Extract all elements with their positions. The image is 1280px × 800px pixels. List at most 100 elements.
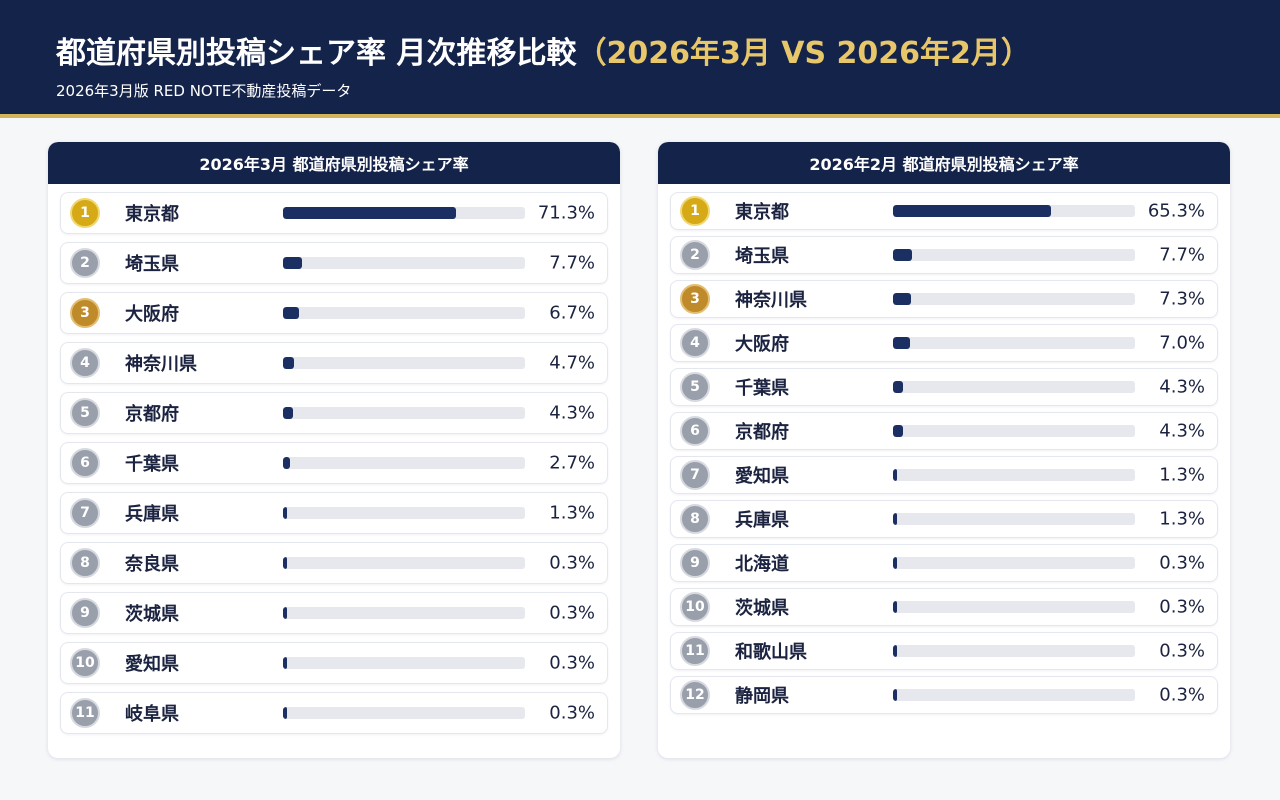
share-percent-label: 0.3% bbox=[549, 652, 595, 674]
march-share-panel: 2026年3月 都道府県別投稿シェア率 1 東京都 71.3% 2 埼玉県 7.7% 3 大阪… bbox=[48, 142, 620, 758]
share-bar bbox=[283, 307, 300, 319]
share-percent-label: 1.3% bbox=[549, 502, 595, 524]
ranking-row: 12 静岡県 0.3% bbox=[670, 676, 1218, 714]
share-bar-track bbox=[283, 707, 525, 719]
page-title-comparison: （2026年3月 VS 2026年2月） bbox=[576, 36, 1031, 71]
rank-badge: 6 bbox=[70, 448, 100, 478]
share-bar-track bbox=[893, 337, 1135, 349]
rank-badge: 5 bbox=[680, 372, 710, 402]
share-percent-label: 0.3% bbox=[549, 702, 595, 724]
share-bar bbox=[893, 513, 897, 525]
ranking-row: 3 神奈川県 7.3% bbox=[670, 280, 1218, 318]
share-bar-track bbox=[283, 407, 525, 419]
ranking-row: 7 愛知県 1.3% bbox=[670, 456, 1218, 494]
share-bar bbox=[283, 257, 302, 269]
prefecture-name: 大阪府 bbox=[125, 304, 179, 325]
rank-badge: 1 bbox=[680, 196, 710, 226]
prefecture-name: 茨城県 bbox=[125, 604, 179, 625]
ranking-row: 3 大阪府 6.7% bbox=[60, 292, 608, 334]
prefecture-name: 京都府 bbox=[125, 404, 179, 425]
share-bar-track bbox=[893, 249, 1135, 261]
ranking-row: 1 東京都 65.3% bbox=[670, 192, 1218, 230]
share-bar-track bbox=[893, 601, 1135, 613]
ranking-row: 6 千葉県 2.7% bbox=[60, 442, 608, 484]
ranking-row: 5 千葉県 4.3% bbox=[670, 368, 1218, 406]
share-percent-label: 65.3% bbox=[1147, 200, 1205, 222]
share-bar-track bbox=[893, 557, 1135, 569]
march-ranking-list: 1 東京都 71.3% 2 埼玉県 7.7% 3 大阪府 6.7% 4 神奈川県 4.7% 5 京都府 4.… bbox=[48, 184, 620, 734]
share-bar bbox=[893, 469, 897, 481]
share-percent-label: 7.7% bbox=[1159, 244, 1205, 266]
share-bar bbox=[283, 557, 287, 569]
page-header: 都道府県別投稿シェア率 月次推移比較（2026年3月 VS 2026年2月） 2… bbox=[0, 0, 1280, 118]
share-percent-label: 4.3% bbox=[549, 402, 595, 424]
rank-badge: 10 bbox=[680, 592, 710, 622]
ranking-row: 11 岐阜県 0.3% bbox=[60, 692, 608, 734]
share-bar-track bbox=[283, 257, 525, 269]
ranking-row: 7 兵庫県 1.3% bbox=[60, 492, 608, 534]
ranking-row: 4 大阪府 7.0% bbox=[670, 324, 1218, 362]
share-bar-track bbox=[283, 307, 525, 319]
share-bar bbox=[283, 507, 287, 519]
rank-badge: 7 bbox=[70, 498, 100, 528]
share-percent-label: 1.3% bbox=[1159, 464, 1205, 486]
share-bar bbox=[283, 357, 295, 369]
share-percent-label: 0.3% bbox=[1159, 552, 1205, 574]
share-bar-track bbox=[283, 557, 525, 569]
rank-badge: 8 bbox=[680, 504, 710, 534]
share-bar-track bbox=[283, 657, 525, 669]
prefecture-name: 東京都 bbox=[735, 202, 789, 223]
february-ranking-list: 1 東京都 65.3% 2 埼玉県 7.7% 3 神奈川県 7.3% 4 大阪府 7.0% 5 千葉県 4.… bbox=[658, 184, 1230, 714]
share-percent-label: 7.0% bbox=[1159, 332, 1205, 354]
rank-badge: 2 bbox=[680, 240, 710, 270]
rank-badge: 7 bbox=[680, 460, 710, 490]
ranking-row: 2 埼玉県 7.7% bbox=[670, 236, 1218, 274]
rank-badge: 3 bbox=[70, 298, 100, 328]
prefecture-name: 千葉県 bbox=[125, 454, 179, 475]
share-percent-label: 4.3% bbox=[1159, 376, 1205, 398]
prefecture-name: 兵庫県 bbox=[735, 510, 789, 531]
share-bar bbox=[283, 207, 456, 219]
rank-badge: 2 bbox=[70, 248, 100, 278]
share-bar-track bbox=[283, 457, 525, 469]
share-percent-label: 0.3% bbox=[1159, 640, 1205, 662]
page-title: 都道府県別投稿シェア率 月次推移比較（2026年3月 VS 2026年2月） bbox=[56, 28, 1031, 72]
prefecture-name: 埼玉県 bbox=[735, 246, 789, 267]
prefecture-name: 愛知県 bbox=[735, 466, 789, 487]
share-percent-label: 1.3% bbox=[1159, 508, 1205, 530]
share-percent-label: 4.7% bbox=[549, 352, 595, 374]
share-bar-track bbox=[893, 513, 1135, 525]
ranking-row: 10 茨城県 0.3% bbox=[670, 588, 1218, 626]
prefecture-name: 和歌山県 bbox=[735, 642, 807, 663]
rank-badge: 11 bbox=[70, 698, 100, 728]
rank-badge: 11 bbox=[680, 636, 710, 666]
prefecture-name: 北海道 bbox=[735, 554, 789, 575]
prefecture-name: 東京都 bbox=[125, 204, 179, 225]
share-bar-track bbox=[893, 469, 1135, 481]
rank-badge: 8 bbox=[70, 548, 100, 578]
ranking-row: 8 兵庫県 1.3% bbox=[670, 500, 1218, 538]
ranking-row: 10 愛知県 0.3% bbox=[60, 642, 608, 684]
rank-badge: 4 bbox=[70, 348, 100, 378]
share-bar bbox=[893, 689, 897, 701]
ranking-row: 1 東京都 71.3% bbox=[60, 192, 608, 234]
share-bar bbox=[893, 205, 1051, 217]
march-panel-title: 2026年3月 都道府県別投稿シェア率 bbox=[48, 142, 620, 184]
share-percent-label: 4.3% bbox=[1159, 420, 1205, 442]
ranking-row: 2 埼玉県 7.7% bbox=[60, 242, 608, 284]
ranking-row: 5 京都府 4.3% bbox=[60, 392, 608, 434]
share-bar bbox=[893, 601, 897, 613]
share-bar-track bbox=[283, 507, 525, 519]
prefecture-name: 愛知県 bbox=[125, 654, 179, 675]
rank-badge: 9 bbox=[680, 548, 710, 578]
share-bar bbox=[893, 381, 904, 393]
prefecture-name: 大阪府 bbox=[735, 334, 789, 355]
rank-badge: 3 bbox=[680, 284, 710, 314]
share-percent-label: 71.3% bbox=[537, 202, 595, 224]
prefecture-name: 茨城県 bbox=[735, 598, 789, 619]
share-bar bbox=[283, 707, 287, 719]
share-bar bbox=[283, 657, 287, 669]
share-bar-track bbox=[283, 207, 525, 219]
prefecture-name: 埼玉県 bbox=[125, 254, 179, 275]
share-bar bbox=[283, 407, 294, 419]
